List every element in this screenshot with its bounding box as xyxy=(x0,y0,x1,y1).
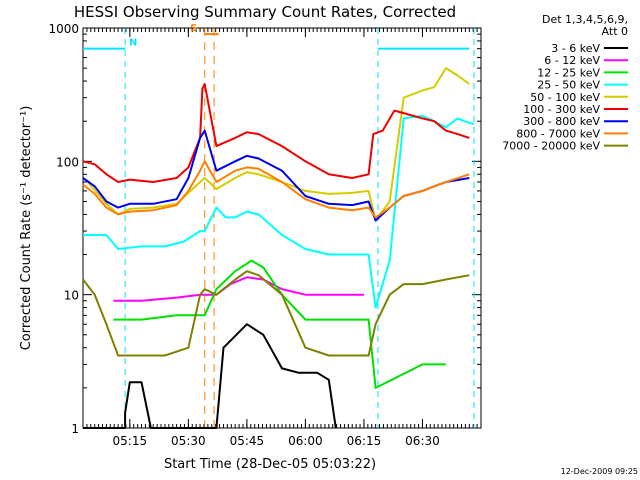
legend-label: 800 - 7000 keV xyxy=(516,127,600,140)
footer-timestamp: 12-Dec-2009 09:25 xyxy=(561,467,638,476)
x-tick-label: 05:45 xyxy=(230,434,265,448)
legend-header: Att 0 xyxy=(602,25,628,38)
legend-label: 100 - 300 keV xyxy=(523,103,600,116)
y-axis-label: Corrected Count Rate (s⁻¹ detector⁻¹) xyxy=(19,106,34,351)
night-label: N xyxy=(129,38,137,49)
series-line xyxy=(82,160,470,219)
legend-label: 6 - 12 keV xyxy=(544,54,600,67)
plot-area: 1 10 100 1000 05:15 05:30 05:45 06:00 06:15 06:30… xyxy=(48,22,482,448)
saa-label: S xyxy=(190,23,197,34)
y-tick-label: 1000 xyxy=(48,22,79,36)
x-tick-label: 06:15 xyxy=(347,434,382,448)
series-line xyxy=(113,259,446,389)
legend-label: 300 - 800 keV xyxy=(523,115,600,128)
x-tick-label: 05:30 xyxy=(171,434,206,448)
legend-label: 7000 - 20000 keV xyxy=(502,140,600,153)
legend-label: 25 - 50 keV xyxy=(537,79,600,92)
legend-header: Det 1,3,4,5,6,9, xyxy=(542,13,628,26)
legend-label: 12 - 25 keV xyxy=(537,66,600,79)
y-tick-label: 1 xyxy=(71,422,79,436)
y-tick-label: 10 xyxy=(64,289,79,303)
series-line xyxy=(113,276,364,302)
x-tick-label: 06:00 xyxy=(288,434,323,448)
series-line xyxy=(83,323,337,429)
series-line xyxy=(82,83,470,183)
x-tick-label: 05:15 xyxy=(113,434,148,448)
legend-label: 3 - 6 keV xyxy=(551,42,600,55)
chart-title: HESSI Observing Summary Count Rates, Cor… xyxy=(74,3,456,21)
y-tick-label: 100 xyxy=(56,155,79,169)
x-tick-label: 06:30 xyxy=(405,434,440,448)
x-axis-label: Start Time (28-Dec-05 05:03:22) xyxy=(164,457,376,472)
series-line xyxy=(82,270,470,357)
legend-label: 50 - 100 keV xyxy=(530,91,600,104)
